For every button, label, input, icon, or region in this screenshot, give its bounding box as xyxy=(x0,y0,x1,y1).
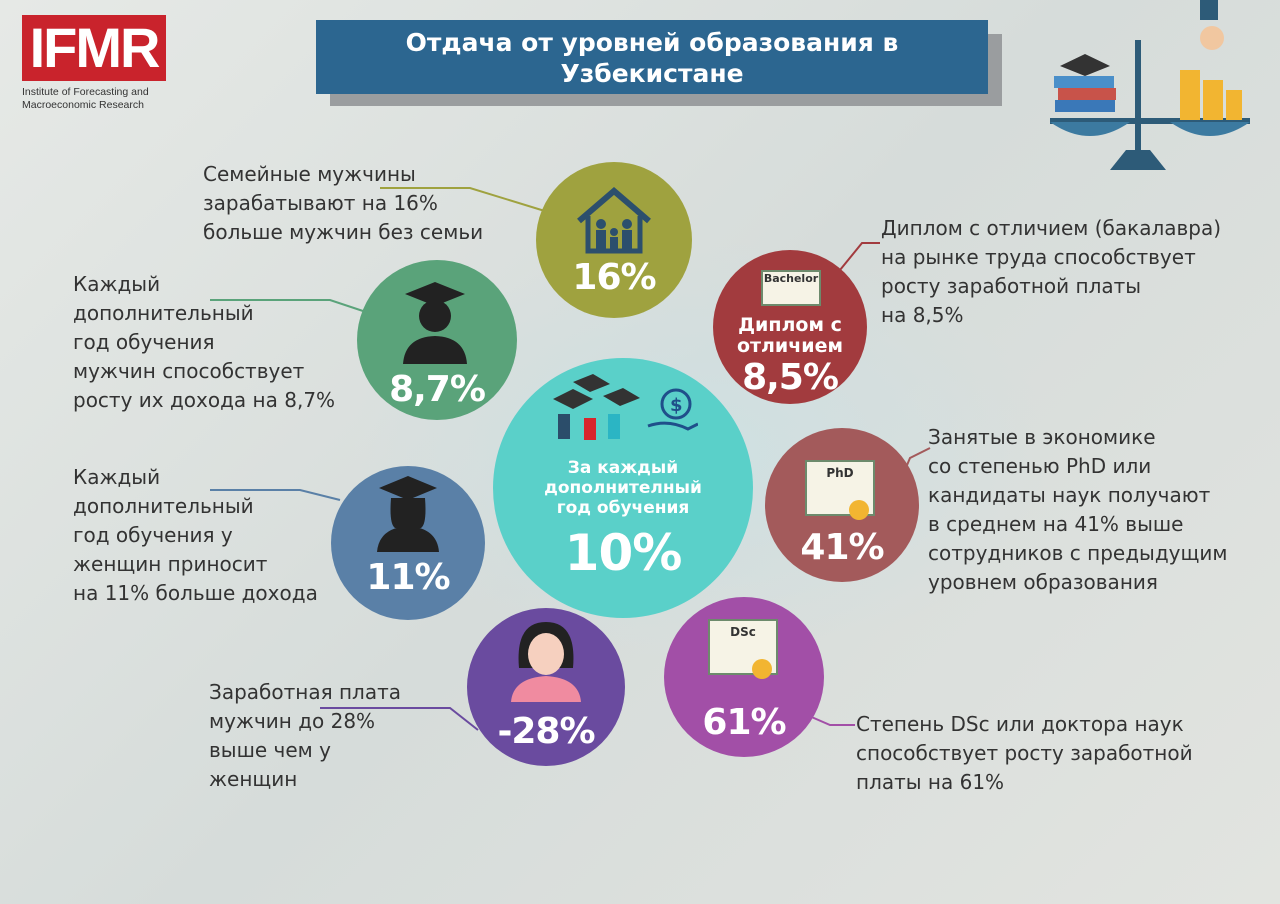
value-dsc: 61% xyxy=(702,702,786,743)
female-graduate-icon xyxy=(377,476,439,552)
page-title: Отдача от уровней образования в Узбекиста… xyxy=(316,20,988,94)
ifmr-logo: IFMR xyxy=(22,15,166,81)
value-men-year: 8,7% xyxy=(389,369,486,410)
seal-icon xyxy=(752,659,772,679)
note-women-year: Каждый дополнительный год обучения у женщин… xyxy=(73,465,318,605)
honors-label-1: Диплом с xyxy=(738,314,842,336)
woman-avatar-icon xyxy=(511,622,581,702)
seal-icon xyxy=(849,500,869,520)
scales-books-coins-icon xyxy=(1050,0,1250,170)
note-men-year: Каждый дополнительный год обучения мужчин с… xyxy=(73,272,336,412)
center-label-3: год обучения xyxy=(556,498,690,518)
value-family-men: 16% xyxy=(572,257,656,298)
value-women-year: 11% xyxy=(366,557,450,598)
note-phd: Занятые в экономике со степенью PhD или ка… xyxy=(928,425,1228,594)
circle-honors: Bachelor Диплом с отличием 8,5% xyxy=(713,250,867,404)
svg-text:$: $ xyxy=(670,395,683,416)
male-graduate-icon xyxy=(403,282,467,364)
center-value: 10% xyxy=(564,524,683,582)
note-honors: Диплом с отличием (бакалавра) на рынке тр… xyxy=(881,216,1222,327)
center-label-1: За каждый xyxy=(567,458,679,478)
note-family-men: Семейные мужчины зарабатывают на 16% больш… xyxy=(203,162,484,244)
circle-phd: PhD 41% xyxy=(765,428,919,582)
circle-women-year: 11% xyxy=(331,466,485,620)
note-dsc: Степень DSc или доктора наук способствует… xyxy=(856,712,1193,794)
logo-subtitle: Institute of Forecasting and Macroeconomi… xyxy=(22,86,149,111)
value-phd: 41% xyxy=(800,527,884,568)
value-honors: 8,5% xyxy=(742,357,839,398)
circle-gender-gap: -28% xyxy=(467,608,625,766)
circle-dsc: DSc 61% xyxy=(664,597,824,757)
value-gender-gap: -28% xyxy=(497,711,595,752)
honors-label-2: отличием xyxy=(736,335,844,357)
center-label-2: дополнителный xyxy=(544,478,702,498)
center-circle: $ За каждый дополнителный год обучения 1… xyxy=(493,358,753,618)
bachelor-diploma-icon: Bachelor xyxy=(761,270,821,306)
graduation-growth-icon: $ xyxy=(553,374,698,440)
circle-family-men: 16% xyxy=(536,162,692,318)
circle-men-year: 8,7% xyxy=(357,260,517,420)
house-family-icon xyxy=(577,187,651,254)
